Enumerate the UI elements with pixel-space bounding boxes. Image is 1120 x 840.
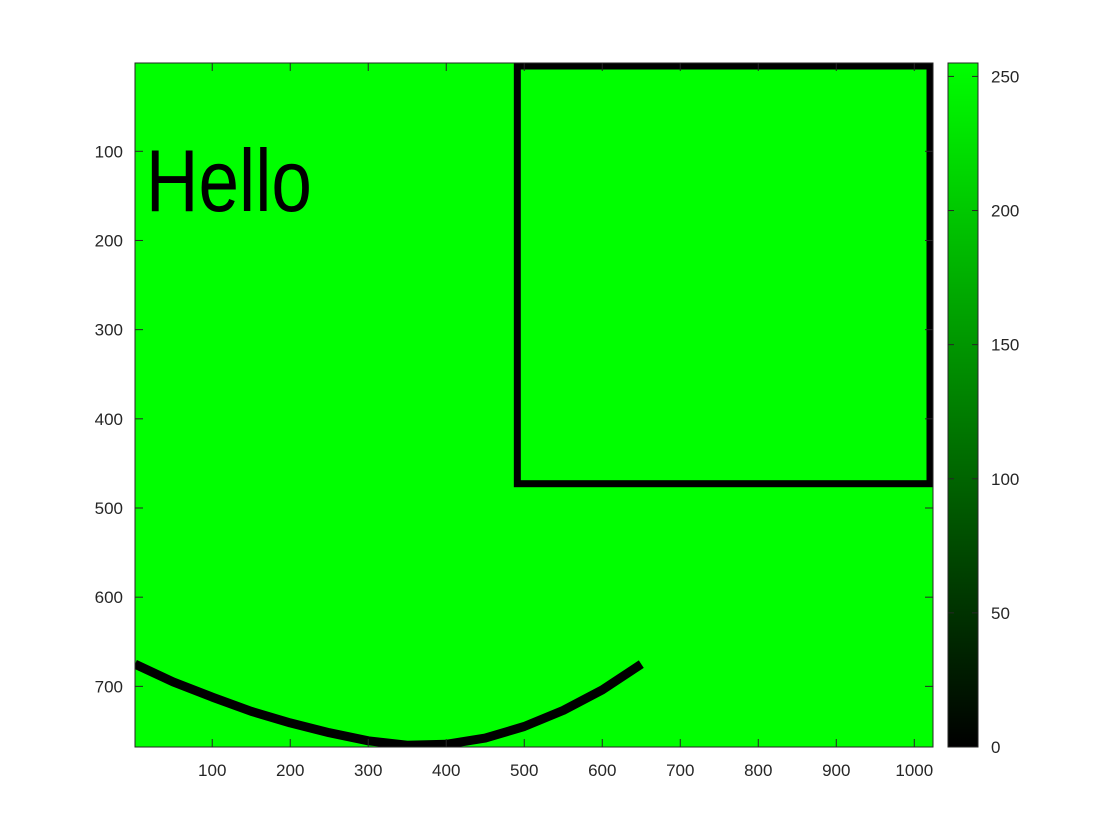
x-tick-label: 900 [822, 761, 850, 780]
axes-frame [134, 62, 934, 748]
image-plot-area: Hello [134, 62, 934, 748]
colorbar-tick-label: 200 [991, 202, 1019, 221]
colorbar-tick-label: 0 [991, 738, 1000, 757]
x-tick-label: 800 [744, 761, 772, 780]
image-background [135, 63, 933, 747]
y-axis: 100 200 300 400 500 600 700 [95, 142, 933, 696]
y-tick-label: 400 [95, 410, 123, 429]
colorbar-tick-label: 250 [991, 67, 1019, 86]
x-tick-label: 600 [588, 761, 616, 780]
y-tick-label: 600 [95, 588, 123, 607]
y-tick-label: 700 [95, 677, 123, 696]
y-tick-label: 500 [95, 499, 123, 518]
hello-annotation: Hello [146, 131, 312, 230]
drawn-rectangle [513, 63, 933, 488]
x-tick-label: 200 [276, 761, 304, 780]
colorbar-ticks: 0 50 100 150 200 250 [948, 67, 1019, 757]
x-tick-label: 700 [666, 761, 694, 780]
colorbar-gradient [947, 62, 979, 748]
x-tick-label: 100 [198, 761, 226, 780]
colorbar-tick-label: 50 [991, 604, 1010, 623]
colorbar-tick-label: 100 [991, 470, 1019, 489]
drawn-curve [135, 660, 644, 747]
x-tick-label: 300 [354, 761, 382, 780]
colorbar: 0 50 100 150 200 250 [947, 62, 1019, 757]
y-tick-label: 300 [95, 321, 123, 340]
x-tick-label: 1000 [895, 761, 933, 780]
y-tick-label: 100 [95, 142, 123, 161]
x-tick-label: 400 [432, 761, 460, 780]
x-tick-label: 500 [510, 761, 538, 780]
x-axis: 100 200 300 400 500 600 700 800 900 1000 [198, 63, 933, 780]
y-tick-label: 200 [95, 231, 123, 250]
colorbar-tick-label: 150 [991, 336, 1019, 355]
